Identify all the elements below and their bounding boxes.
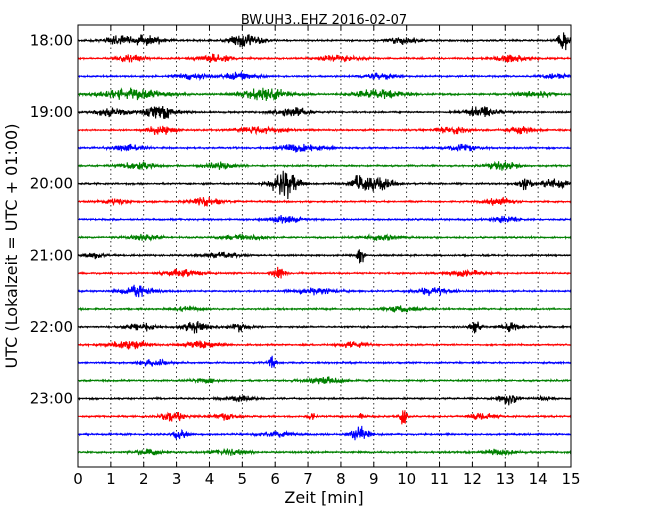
- trace-line: [77, 425, 572, 441]
- trace-line: [77, 105, 572, 119]
- x-tick-label: 13: [496, 470, 515, 488]
- x-tick-label: 8: [336, 470, 346, 488]
- trace-line: [77, 249, 572, 264]
- y-axis-title: UTC (Lokalzeit = UTC + 01:00): [2, 124, 21, 369]
- trace-line: [77, 143, 572, 153]
- trace-line: [77, 376, 572, 385]
- trace-line: [77, 70, 572, 82]
- trace-line: [77, 394, 572, 406]
- chart-title: BW.UH3..EHZ 2016-02-07: [241, 13, 407, 28]
- trace-line: [77, 355, 572, 368]
- x-tick-label: 9: [369, 470, 379, 488]
- trace-line: [77, 87, 572, 101]
- x-tick-label: 12: [463, 470, 482, 488]
- trace-line: [77, 305, 572, 314]
- x-tick-label: 1: [106, 470, 116, 488]
- y-tick-label: 20:00: [30, 175, 73, 193]
- x-tick-label: 4: [205, 470, 215, 488]
- trace-line: [77, 32, 572, 51]
- trace-line: [77, 53, 572, 63]
- trace-line: [77, 339, 572, 350]
- x-tick-label: 11: [430, 470, 449, 488]
- trace-line: [77, 214, 572, 224]
- x-tick-label: 15: [561, 470, 580, 488]
- y-tick-label: 21:00: [30, 246, 73, 264]
- x-tick-label: 6: [270, 470, 280, 488]
- trace-line: [77, 170, 572, 200]
- seismogram-traces: [77, 32, 572, 457]
- trace-line: [77, 125, 572, 136]
- y-tick-label: 18:00: [30, 32, 73, 50]
- x-tick-label: 5: [238, 470, 248, 488]
- y-tick-label: 22:00: [30, 318, 73, 336]
- trace-line: [77, 266, 572, 279]
- y-tick-label: 19:00: [30, 103, 73, 121]
- trace-line: [77, 410, 572, 425]
- plot-frame: [77, 24, 572, 468]
- axis-ticks: 0 1 2 3 4 5 6 7 8 9 10 11 12 13 14 1518:0019:0020:0021:…: [30, 25, 581, 488]
- x-tick-label: 10: [397, 470, 416, 488]
- trace-line: [77, 233, 572, 242]
- x-tick-label: 7: [303, 470, 313, 488]
- trace-line: [77, 196, 572, 208]
- x-tick-label: 2: [139, 470, 149, 488]
- y-tick-label: 23:00: [30, 390, 73, 408]
- trace-line: [77, 447, 572, 457]
- trace-line: [77, 160, 572, 171]
- grid-lines: [110, 25, 539, 467]
- trace-line: [77, 284, 572, 298]
- x-axis-title: Zeit [min]: [284, 488, 363, 507]
- trace-line: [77, 320, 572, 334]
- x-tick-label: 14: [529, 470, 548, 488]
- x-tick-label: 0: [73, 470, 83, 488]
- x-tick-label: 3: [172, 470, 182, 488]
